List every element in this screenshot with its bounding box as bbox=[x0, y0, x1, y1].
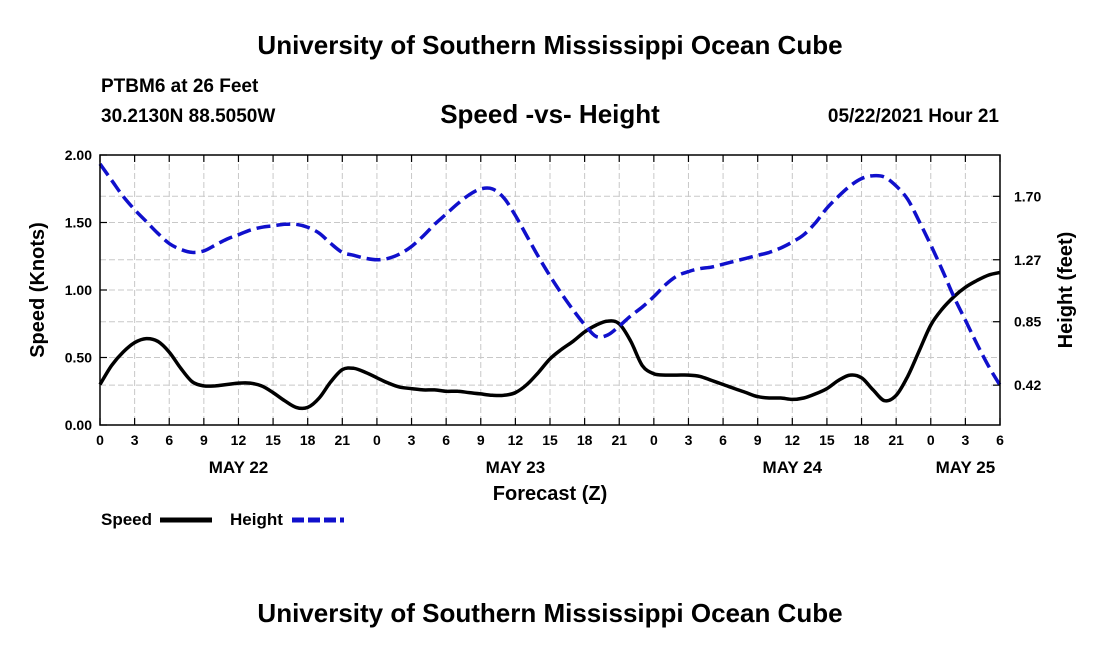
x-tick-label: 3 bbox=[961, 432, 969, 448]
y-tick-label: 0.50 bbox=[65, 350, 92, 366]
x-tick-label: 3 bbox=[408, 432, 416, 448]
x-tick-label: 18 bbox=[577, 432, 593, 448]
x-tick-label: 3 bbox=[131, 432, 139, 448]
x-tick-label: 0 bbox=[96, 432, 104, 448]
x-tick-label: 21 bbox=[888, 432, 904, 448]
legend-label-height: Height bbox=[230, 510, 283, 529]
chart-title: University of Southern Mississippi Ocean… bbox=[257, 30, 843, 60]
x-tick-label: 15 bbox=[265, 432, 281, 448]
x-axis-label: Forecast (Z) bbox=[493, 483, 607, 505]
axes: 0 3 6 9 12 15 18 21 0 3 6 9 12 15 18 21 0 3 6 9 12 15 18 21 0 3 6M… bbox=[65, 147, 1042, 477]
x-tick-label: 6 bbox=[996, 432, 1004, 448]
x-tick-label: 0 bbox=[650, 432, 658, 448]
y2-tick-label: 0.42 bbox=[1014, 377, 1041, 393]
forecast-datetime: 05/22/2021 Hour 21 bbox=[827, 106, 999, 127]
y2-tick-label: 1.27 bbox=[1014, 252, 1041, 268]
station-coordinates: 30.2130N 88.5050W bbox=[101, 106, 276, 127]
x-tick-label: 12 bbox=[785, 432, 801, 448]
x-tick-label: 12 bbox=[508, 432, 524, 448]
footer-title: University of Southern Mississippi Ocean… bbox=[257, 598, 843, 628]
x-tick-label: 0 bbox=[373, 432, 381, 448]
x-date-label: MAY 22 bbox=[209, 458, 269, 477]
y-tick-label: 1.00 bbox=[65, 282, 92, 298]
x-tick-label: 21 bbox=[335, 432, 351, 448]
legend: Speed Height bbox=[101, 510, 344, 529]
chart-subtitle: Speed -vs- Height bbox=[440, 99, 660, 129]
x-tick-label: 9 bbox=[754, 432, 762, 448]
series-lines bbox=[98, 162, 1002, 411]
x-tick-label: 3 bbox=[685, 432, 693, 448]
x-tick-label: 18 bbox=[300, 432, 316, 448]
gridlines bbox=[100, 155, 1000, 425]
x-tick-label: 6 bbox=[165, 432, 173, 448]
y2-tick-label: 0.85 bbox=[1014, 314, 1041, 330]
x-date-label: MAY 24 bbox=[763, 458, 823, 477]
x-tick-label: 9 bbox=[477, 432, 485, 448]
x-tick-label: 15 bbox=[542, 432, 558, 448]
x-tick-label: 6 bbox=[719, 432, 727, 448]
x-date-label: MAY 25 bbox=[936, 458, 996, 477]
x-date-label: MAY 23 bbox=[486, 458, 546, 477]
x-tick-label: 12 bbox=[231, 432, 247, 448]
x-tick-label: 15 bbox=[819, 432, 835, 448]
station-label: PTBM6 at 26 Feet bbox=[101, 76, 259, 97]
y-tick-label: 0.00 bbox=[65, 417, 92, 433]
y2-axis-label: Height (feet) bbox=[1055, 232, 1077, 349]
x-tick-label: 21 bbox=[611, 432, 627, 448]
x-tick-label: 9 bbox=[200, 432, 208, 448]
x-tick-label: 0 bbox=[927, 432, 935, 448]
legend-label-speed: Speed bbox=[101, 510, 152, 529]
y-tick-label: 1.50 bbox=[65, 215, 92, 231]
series-line-speed bbox=[98, 270, 1001, 411]
x-tick-label: 6 bbox=[442, 432, 450, 448]
series-line-height bbox=[98, 162, 1002, 387]
y2-tick-label: 1.70 bbox=[1014, 188, 1041, 204]
x-tick-label: 18 bbox=[854, 432, 870, 448]
y-tick-label: 2.00 bbox=[65, 147, 92, 163]
y-axis-label: Speed (Knots) bbox=[27, 222, 49, 358]
